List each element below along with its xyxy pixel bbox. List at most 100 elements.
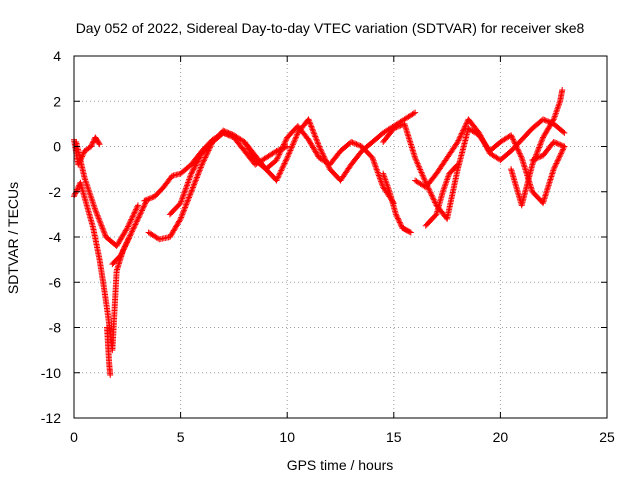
data-point-marker bbox=[552, 161, 559, 168]
data-point-marker bbox=[482, 142, 489, 149]
data-point-marker bbox=[560, 128, 567, 135]
data-point-marker bbox=[414, 160, 421, 167]
data-point-marker bbox=[200, 157, 207, 164]
data-point-marker bbox=[518, 153, 525, 160]
data-point-marker bbox=[186, 176, 193, 183]
data-point-marker bbox=[117, 252, 124, 259]
data-point-marker bbox=[178, 213, 185, 220]
data-point-marker bbox=[538, 137, 545, 144]
data-point-marker bbox=[555, 156, 562, 163]
data-point-marker bbox=[176, 217, 183, 224]
data-point-marker bbox=[530, 156, 537, 163]
data-point-marker bbox=[280, 161, 287, 168]
data-point-marker bbox=[317, 146, 324, 153]
data-point-marker bbox=[88, 143, 95, 150]
data-point-marker bbox=[373, 165, 380, 172]
data-point-marker bbox=[101, 231, 108, 238]
data-point-marker bbox=[95, 215, 102, 222]
data-point-marker bbox=[485, 147, 492, 154]
data-point-marker bbox=[100, 228, 107, 235]
data-point-marker bbox=[417, 167, 424, 174]
data-point-marker bbox=[481, 139, 488, 146]
data-point-marker bbox=[126, 220, 133, 227]
data-point-marker bbox=[88, 142, 95, 149]
data-point-marker bbox=[282, 137, 289, 144]
data-point-marker bbox=[396, 218, 403, 225]
data-point-marker bbox=[191, 180, 198, 187]
y-tick-label: 4 bbox=[53, 48, 61, 64]
data-point-marker bbox=[406, 228, 413, 235]
data-point-marker bbox=[309, 126, 316, 133]
data-point-marker bbox=[515, 147, 522, 154]
data-point-marker bbox=[193, 161, 200, 168]
data-point-marker bbox=[410, 110, 417, 117]
data-point-marker bbox=[430, 196, 437, 203]
data-point-marker bbox=[532, 155, 539, 162]
data-point-marker bbox=[192, 178, 199, 185]
data-point-marker bbox=[369, 154, 376, 161]
data-point-marker bbox=[541, 116, 548, 123]
data-point-marker bbox=[278, 166, 285, 173]
data-point-marker bbox=[130, 212, 137, 219]
data-point-marker bbox=[71, 191, 78, 198]
data-point-marker bbox=[283, 156, 290, 163]
data-point-marker bbox=[374, 168, 381, 175]
data-point-marker bbox=[428, 192, 435, 199]
data-point-marker bbox=[280, 163, 287, 170]
y-tick-label: 2 bbox=[53, 93, 61, 109]
data-point-marker bbox=[370, 157, 377, 164]
data-point-marker bbox=[393, 212, 400, 219]
data-point-marker bbox=[187, 173, 194, 180]
data-point-marker bbox=[182, 203, 189, 210]
data-point-marker bbox=[374, 169, 381, 176]
data-point-marker bbox=[142, 200, 149, 207]
data-point-marker bbox=[394, 123, 401, 130]
data-point-marker bbox=[478, 135, 485, 142]
data-point-marker bbox=[138, 208, 145, 215]
data-point-marker bbox=[189, 185, 196, 192]
data-point-marker bbox=[96, 141, 103, 148]
data-point-marker bbox=[196, 155, 203, 162]
data-point-marker bbox=[119, 247, 126, 254]
chart-title: Day 052 of 2022, Sidereal Day-to-day VTE… bbox=[76, 20, 585, 36]
data-point-marker bbox=[308, 123, 315, 130]
data-point-marker bbox=[95, 213, 102, 220]
data-point-marker bbox=[432, 212, 439, 219]
data-point-marker bbox=[142, 197, 149, 204]
data-point-marker bbox=[412, 154, 419, 161]
data-point-marker bbox=[371, 159, 378, 166]
data-point-marker bbox=[92, 206, 99, 213]
data-point-marker bbox=[193, 159, 200, 166]
data-point-marker bbox=[554, 157, 561, 164]
data-point-marker bbox=[560, 142, 567, 149]
data-point-marker bbox=[287, 147, 294, 154]
data-point-marker bbox=[98, 222, 105, 229]
data-point-marker bbox=[194, 171, 201, 178]
data-point-marker bbox=[552, 163, 559, 170]
data-point-marker bbox=[148, 194, 155, 201]
data-point-marker bbox=[185, 178, 192, 185]
data-point-marker bbox=[138, 207, 145, 214]
data-point-marker bbox=[483, 144, 490, 151]
x-tick-label: 5 bbox=[177, 429, 185, 445]
data-point-marker bbox=[529, 160, 536, 167]
data-point-marker bbox=[288, 144, 295, 151]
data-point-marker bbox=[181, 205, 188, 212]
data-point-marker bbox=[190, 166, 197, 173]
data-point-marker bbox=[198, 161, 205, 168]
data-point-marker bbox=[282, 159, 289, 166]
data-point-marker bbox=[349, 139, 356, 146]
data-point-marker bbox=[182, 185, 189, 192]
data-point-marker bbox=[315, 140, 322, 147]
data-point-marker bbox=[431, 198, 438, 205]
data-point-marker bbox=[312, 134, 319, 141]
data-point-marker bbox=[273, 177, 280, 184]
data-point-marker bbox=[107, 372, 114, 379]
data-point-marker bbox=[291, 138, 298, 145]
data-point-marker bbox=[356, 142, 363, 149]
data-point-marker bbox=[538, 138, 545, 145]
y-axis-label: SDTVAR / TECUs bbox=[5, 182, 21, 294]
data-point-marker bbox=[277, 168, 284, 175]
data-point-marker bbox=[191, 181, 198, 188]
data-point-marker bbox=[149, 194, 156, 201]
